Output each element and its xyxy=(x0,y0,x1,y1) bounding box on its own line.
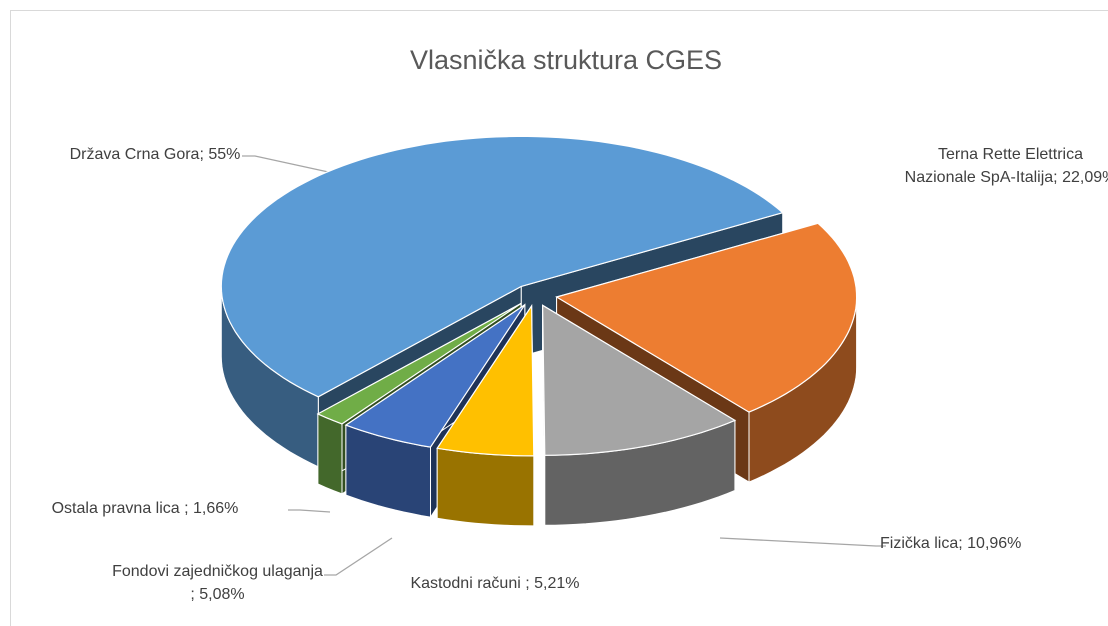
slice xyxy=(316,302,522,425)
leader-line xyxy=(324,537,393,576)
leader-line xyxy=(288,509,331,513)
slice xyxy=(436,303,535,457)
data-label: Fizička lica; 10,96% xyxy=(880,535,1022,552)
slice-side xyxy=(317,413,343,495)
data-label: Fondovi zajedničkog ulaganja ; 5,08% xyxy=(112,563,323,603)
data-label: Terna Rette Elettrica Nazionale SpA-Ital… xyxy=(904,146,1108,186)
slice xyxy=(344,304,526,448)
slice-side xyxy=(436,447,535,527)
data-label: Kastodni računi ; 5,21% xyxy=(410,575,580,592)
slice xyxy=(541,304,737,456)
chart-title: Vlasnička struktura CGES xyxy=(410,45,722,75)
data-label: Ostala pravna lica ; 1,66% xyxy=(51,500,239,517)
data-label: Država Crna Gora; 55% xyxy=(69,146,241,163)
chart-border xyxy=(10,10,1108,626)
slice xyxy=(220,135,784,398)
leader-line xyxy=(719,537,886,547)
pie xyxy=(220,135,858,527)
slice xyxy=(555,222,858,413)
